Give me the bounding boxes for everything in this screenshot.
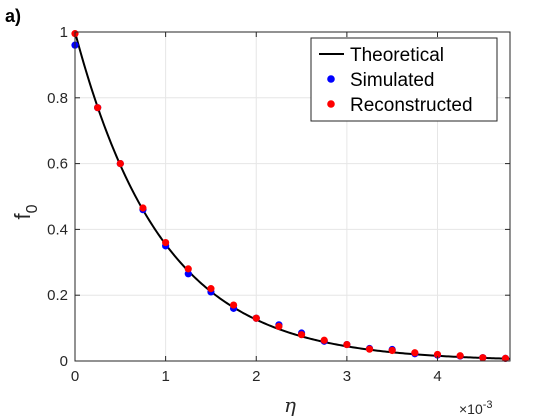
y-axis-label-subscript: 0: [24, 204, 41, 213]
y-tick-label-0: 0: [60, 353, 68, 370]
legend: Theoretical Simulated Reconstructed: [310, 37, 498, 122]
x-tick-label-4: 4: [433, 368, 441, 385]
x-axis-exponent: ×10-3: [459, 399, 493, 417]
x-exponent-power: -3: [483, 399, 493, 411]
reconstructed-point-11: [320, 336, 328, 344]
legend-box: [310, 37, 498, 122]
legend-reconstructed-marker: [327, 100, 335, 108]
reconstructed-point-4: [162, 238, 170, 247]
legend-simulated-label: Simulated: [350, 70, 435, 91]
reconstructed-point-10: [297, 331, 306, 339]
y-tick-label-3: 0.6: [47, 156, 68, 173]
y-axis-label-main: f: [10, 213, 35, 220]
reconstructed-point-14: [388, 346, 396, 355]
tick-labels: 0 1 2 3 4 0 0.2 0.4 0.6 0.8 1: [47, 24, 442, 385]
y-tick-label-1: 0.2: [47, 287, 68, 304]
reconstructed-point-2: [116, 160, 124, 168]
reconstructed-point-19: [501, 354, 510, 362]
x-tick-label-0: 0: [71, 368, 79, 385]
reconstructed-point-17: [456, 352, 464, 360]
y-tick-label-2: 0.4: [47, 221, 68, 238]
reconstructed-point-5: [184, 265, 192, 273]
axes: [74, 31, 511, 362]
reconstructed-point-8: [252, 314, 260, 322]
reconstructed-point-1: [94, 104, 102, 112]
y-tick-label-5: 1: [60, 24, 68, 41]
x-tick-label-3: 3: [343, 368, 351, 385]
y-axis-label: f0: [10, 204, 41, 219]
reconstructed-point-9: [275, 322, 283, 331]
simulated-point-5: [184, 270, 192, 278]
legend-theoretical-label: Theoretical: [350, 45, 444, 66]
reconstructed-point-6: [207, 285, 215, 293]
axes-box: [74, 31, 511, 362]
reconstructed-point-3: [139, 204, 147, 212]
reconstructed-point-13: [365, 345, 374, 353]
panel-label: a): [5, 6, 21, 26]
y-tick-label-4: 0.8: [47, 90, 68, 107]
reconstructed-point-15: [411, 349, 419, 357]
reconstructed-point-18: [479, 354, 487, 362]
reconstructed-point-16: [433, 350, 442, 359]
data-points-layer: [71, 30, 510, 362]
x-axis-label: η: [284, 393, 296, 417]
reconstructed-point-12: [343, 340, 351, 349]
legend-simulated-marker: [327, 75, 335, 83]
legend-reconstructed-label: Reconstructed: [350, 95, 473, 116]
reconstructed-point-7: [229, 301, 238, 309]
x-tick-label-1: 1: [161, 368, 169, 385]
x-tick-label-2: 2: [252, 368, 260, 385]
x-exponent-base: ×10: [459, 401, 483, 417]
